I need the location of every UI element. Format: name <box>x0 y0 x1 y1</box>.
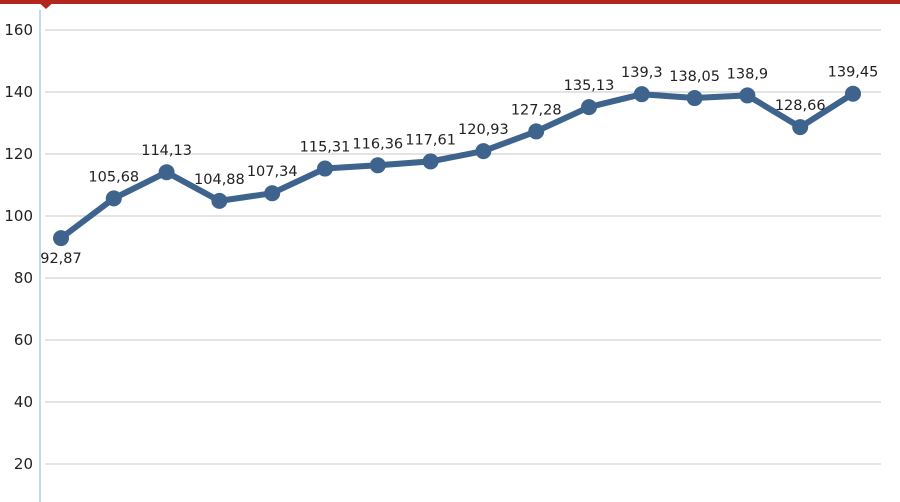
data-label: 138,05 <box>669 69 720 85</box>
y-tick-label: 140 <box>4 83 33 101</box>
data-point <box>633 86 650 103</box>
data-label: 139,45 <box>828 65 879 81</box>
data-label: 117,61 <box>405 132 456 148</box>
series-line <box>58 90 856 242</box>
data-label: 120,93 <box>458 122 509 138</box>
data-point <box>211 192 228 209</box>
data-label: 107,34 <box>247 164 298 180</box>
y-tick-label: 160 <box>4 21 33 39</box>
data-label: 105,68 <box>88 169 139 185</box>
data-point <box>528 123 545 140</box>
y-tick-label: 80 <box>14 269 33 287</box>
data-point <box>105 190 122 207</box>
data-point <box>581 99 597 116</box>
data-label: 128,66 <box>775 98 826 114</box>
data-point <box>369 157 386 174</box>
data-point <box>792 119 809 136</box>
data-label: 138,9 <box>727 66 769 82</box>
y-tick-label: 100 <box>4 207 33 225</box>
data-points <box>53 85 861 247</box>
data-label: 139,3 <box>621 65 663 81</box>
data-label: 92,87 <box>40 251 82 267</box>
data-label: 135,13 <box>564 78 615 94</box>
data-point <box>158 164 175 181</box>
data-point <box>317 160 333 177</box>
y-tick-label: 120 <box>4 145 33 163</box>
data-point <box>53 230 69 247</box>
data-point <box>264 185 281 202</box>
data-point <box>422 153 439 170</box>
data-point <box>845 85 861 102</box>
top-accent-bar <box>0 0 900 4</box>
grid-lines <box>45 29 881 465</box>
data-point <box>475 143 492 160</box>
data-label: 114,13 <box>141 143 192 159</box>
data-point <box>739 87 756 104</box>
y-axis-ticks: 20 40 60 80 100 120 140 160 <box>4 21 33 473</box>
y-tick-label: 40 <box>14 393 33 411</box>
y-tick-label: 20 <box>14 455 33 473</box>
data-point <box>686 90 703 107</box>
data-label: 116,36 <box>352 136 403 152</box>
y-tick-label: 60 <box>14 331 33 349</box>
data-label: 115,31 <box>300 140 351 156</box>
data-label: 104,88 <box>194 172 245 188</box>
top-accent-notch <box>36 0 56 9</box>
data-label: 127,28 <box>511 102 562 118</box>
